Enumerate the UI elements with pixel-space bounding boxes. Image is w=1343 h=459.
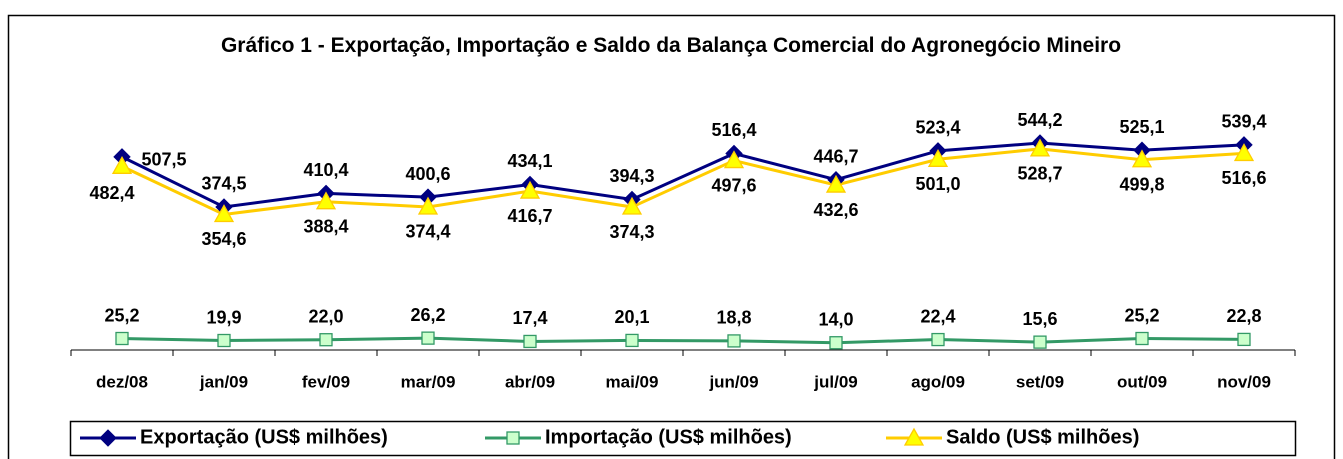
x-tick-label: ago/09 — [911, 372, 965, 391]
data-label: 501,0 — [915, 174, 960, 194]
data-point — [1237, 332, 1251, 347]
data-label: 26,2 — [410, 305, 445, 325]
data-point — [927, 148, 949, 167]
data-label: 434,1 — [507, 151, 552, 171]
data-label: 544,2 — [1017, 110, 1062, 130]
data-label: 432,6 — [813, 200, 858, 220]
data-point — [825, 174, 847, 193]
data-label: 539,4 — [1221, 112, 1266, 132]
x-tick-label: fev/09 — [302, 372, 350, 391]
data-point — [1131, 149, 1153, 168]
x-tick-label: set/09 — [1016, 372, 1064, 391]
data-point — [217, 333, 231, 348]
data-label: 374,3 — [609, 222, 654, 242]
data-label: 388,4 — [303, 216, 348, 236]
x-tick-label: out/09 — [1117, 372, 1167, 391]
data-label: 22,8 — [1226, 306, 1261, 326]
data-label: 22,0 — [308, 306, 343, 326]
data-label: 25,2 — [104, 305, 139, 325]
x-tick-label: nov/09 — [1217, 372, 1271, 391]
data-point — [829, 336, 843, 350]
data-label: 354,6 — [201, 229, 246, 249]
data-label: 394,3 — [609, 166, 654, 186]
data-point — [723, 150, 745, 169]
legend-box — [69, 420, 1297, 457]
legend-marker — [903, 427, 925, 446]
data-point — [1233, 143, 1255, 162]
data-point — [315, 191, 337, 210]
x-tick-label: jan/09 — [199, 372, 248, 391]
data-label: 497,6 — [711, 175, 756, 195]
data-label: 19,9 — [206, 307, 241, 327]
x-tick-label: dez/08 — [96, 372, 148, 391]
legend-label: Exportação (US$ milhões) — [140, 426, 388, 448]
legend-marker — [99, 429, 117, 447]
x-tick-label: mar/09 — [401, 372, 456, 391]
data-label: 400,6 — [405, 164, 450, 184]
data-label: 482,4 — [89, 183, 134, 203]
legend-label: Importação (US$ milhões) — [545, 426, 792, 448]
data-point — [1135, 331, 1149, 346]
data-label: 374,5 — [201, 174, 246, 194]
data-label: 17,4 — [512, 308, 547, 328]
legend-label: Saldo (US$ milhões) — [946, 426, 1139, 448]
data-label: 22,4 — [920, 306, 955, 326]
data-label: 18,8 — [716, 308, 751, 328]
data-point — [115, 331, 129, 346]
data-label: 507,5 — [141, 150, 186, 170]
data-point — [417, 196, 439, 215]
data-point — [625, 333, 639, 348]
data-label: 499,8 — [1119, 174, 1164, 194]
data-label: 416,7 — [507, 206, 552, 226]
data-label: 410,4 — [303, 160, 348, 180]
data-label: 516,6 — [1221, 168, 1266, 188]
chart-title: Gráfico 1 - Exportação, Importação e Sal… — [220, 34, 1122, 57]
data-point — [421, 331, 435, 345]
chart-frame — [7, 14, 1336, 459]
data-point — [1029, 138, 1051, 157]
data-label: 525,1 — [1119, 117, 1164, 137]
data-label: 446,7 — [813, 146, 858, 166]
data-label: 14,0 — [818, 309, 853, 329]
data-label: 25,2 — [1124, 305, 1159, 325]
data-label: 523,4 — [915, 118, 960, 138]
data-label: 15,6 — [1022, 309, 1057, 329]
data-point — [1033, 335, 1047, 349]
legend-marker — [506, 431, 520, 445]
data-label: 516,4 — [711, 120, 756, 140]
data-point — [319, 333, 333, 347]
data-point — [213, 204, 235, 223]
data-label: 20,1 — [614, 307, 649, 327]
series-line — [121, 141, 1245, 209]
data-point — [523, 334, 537, 349]
x-tick-label: mai/09 — [606, 372, 659, 391]
x-tick-label: abr/09 — [505, 372, 555, 391]
data-point — [931, 332, 945, 347]
data-label: 528,7 — [1017, 164, 1062, 184]
data-point — [621, 196, 643, 215]
series-line — [121, 147, 1245, 216]
data-point — [519, 180, 541, 199]
data-label: 374,4 — [405, 222, 450, 242]
data-point — [111, 155, 133, 174]
series-line — [121, 336, 1245, 345]
x-tick-label: jul/09 — [813, 372, 857, 391]
data-point — [727, 334, 741, 348]
x-tick-label: jun/09 — [708, 372, 758, 391]
